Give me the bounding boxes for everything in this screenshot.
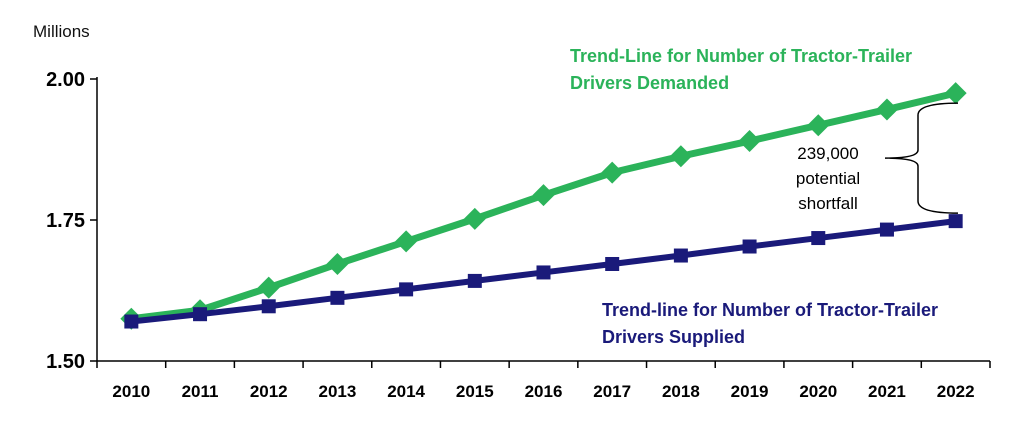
annotation-line-2: potential	[796, 169, 860, 188]
shortfall-annotation: 239,000 potential shortfall	[796, 102, 959, 214]
point-supplied	[261, 299, 276, 314]
x-tick-label: 2015	[456, 382, 494, 401]
point-supplied	[605, 256, 620, 271]
label-supplied-line-2: Drivers Supplied	[602, 327, 745, 347]
x-tick-label: 2017	[593, 382, 631, 401]
x-tick-label: 2014	[387, 382, 425, 401]
y-tick-label: 2.00	[46, 69, 85, 91]
series-demanded	[120, 82, 967, 330]
point-supplied	[124, 314, 139, 329]
annotation-line-1: 239,000	[797, 144, 858, 163]
point-supplied	[536, 265, 551, 280]
point-demanded	[875, 98, 898, 121]
point-supplied	[742, 239, 757, 254]
series-layer	[120, 82, 967, 330]
point-supplied	[673, 248, 688, 263]
point-demanded	[738, 130, 761, 153]
point-supplied	[948, 214, 963, 229]
x-tick-label: 2020	[799, 382, 837, 401]
point-supplied	[330, 290, 345, 305]
x-tick-label: 2012	[250, 382, 288, 401]
point-demanded	[601, 161, 624, 184]
x-tick-label: 2016	[525, 382, 563, 401]
x-tick-label: 2022	[937, 382, 975, 401]
axes	[96, 77, 990, 362]
series-supplied	[124, 214, 963, 329]
point-supplied	[467, 273, 482, 288]
point-demanded	[463, 207, 486, 230]
label-demanded-line-1: Trend-Line for Number of Tractor-Trailer	[570, 46, 912, 66]
point-supplied	[811, 231, 826, 246]
point-demanded	[807, 114, 830, 137]
point-demanded	[257, 276, 280, 299]
x-tick-label: 2010	[112, 382, 150, 401]
unit-label: Millions	[33, 22, 90, 41]
x-tick-label: 2019	[731, 382, 769, 401]
x-tick-label: 2018	[662, 382, 700, 401]
point-supplied	[399, 282, 414, 297]
point-demanded	[395, 230, 418, 253]
point-demanded	[944, 82, 967, 105]
y-tick-label: 1.50	[46, 351, 85, 373]
point-demanded	[669, 145, 692, 168]
label-supplied-line-1: Trend-line for Number of Tractor-Trailer	[602, 300, 938, 320]
label-demanded: Trend-Line for Number of Tractor-Trailer…	[570, 46, 912, 93]
x-axis-ticks: 2010 2011 2012 2013 2014 2015 2016 2017 2018 2019…	[96, 361, 991, 401]
shortfall-brace	[884, 102, 959, 214]
point-demanded	[326, 252, 349, 275]
y-tick-label: 1.75	[46, 210, 85, 232]
y-axis-ticks: 1.50 1.75 2.00	[46, 69, 97, 373]
annotation-line-3: shortfall	[798, 194, 858, 213]
label-supplied: Trend-line for Number of Tractor-Trailer…	[602, 300, 938, 347]
x-tick-label: 2011	[182, 382, 219, 401]
point-supplied	[879, 222, 894, 237]
x-tick-label: 2021	[868, 382, 906, 401]
x-tick-label: 2013	[319, 382, 357, 401]
label-demanded-line-2: Drivers Demanded	[570, 73, 729, 93]
point-supplied	[193, 307, 208, 322]
point-demanded	[532, 184, 555, 207]
